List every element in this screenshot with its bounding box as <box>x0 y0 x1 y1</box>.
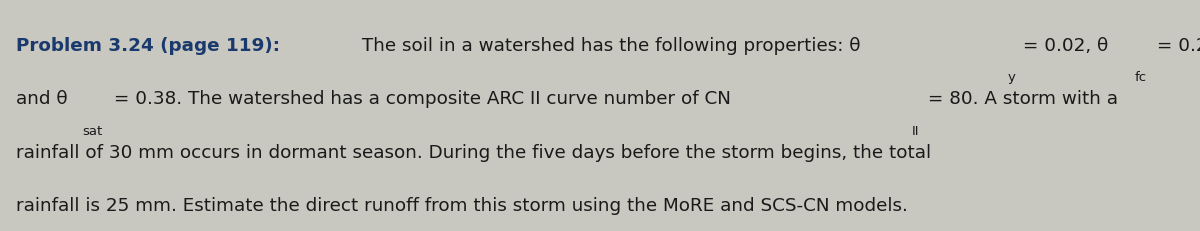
Text: and θ: and θ <box>16 90 67 108</box>
Text: = 0.02, θ: = 0.02, θ <box>1018 37 1109 55</box>
Text: rainfall is 25 mm. Estimate the direct runoff from this storm using the MoRE and: rainfall is 25 mm. Estimate the direct r… <box>16 196 907 214</box>
Text: II: II <box>912 124 919 137</box>
Text: rainfall of 30 mm occurs in dormant season. During the five days before the stor: rainfall of 30 mm occurs in dormant seas… <box>16 143 931 161</box>
Text: Problem 3.24 (page 119):: Problem 3.24 (page 119): <box>16 37 280 55</box>
Text: fc: fc <box>1135 71 1147 84</box>
Text: = 0.25,: = 0.25, <box>1151 37 1200 55</box>
Text: = 0.38. The watershed has a composite ARC II curve number of CN: = 0.38. The watershed has a composite AR… <box>108 90 731 108</box>
Text: sat: sat <box>83 124 102 137</box>
Text: y: y <box>1007 71 1015 84</box>
Text: The soil in a watershed has the following properties: θ: The soil in a watershed has the followin… <box>356 37 860 55</box>
Text: = 80. A storm with a: = 80. A storm with a <box>922 90 1117 108</box>
